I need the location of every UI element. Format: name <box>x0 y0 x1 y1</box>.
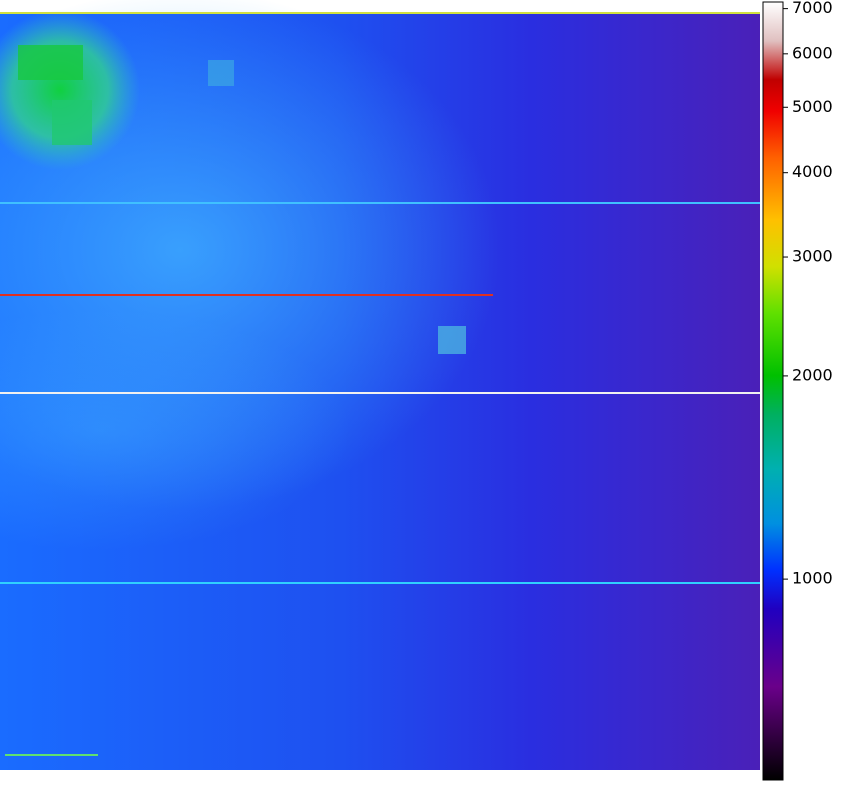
colorbar-tick-label: 6000 <box>792 43 833 62</box>
colorbar-tick-label: 5000 <box>792 97 833 116</box>
detector-image <box>0 0 760 770</box>
colorbar-tick-label: 2000 <box>792 365 833 384</box>
colorbar <box>762 1 784 781</box>
colorbar-tick-label: 4000 <box>792 162 833 181</box>
colorbar-tick-label: 3000 <box>792 247 833 266</box>
colorbar-tick-label: 7000 <box>792 0 833 17</box>
colorbar-tick-label: 1000 <box>792 569 833 588</box>
